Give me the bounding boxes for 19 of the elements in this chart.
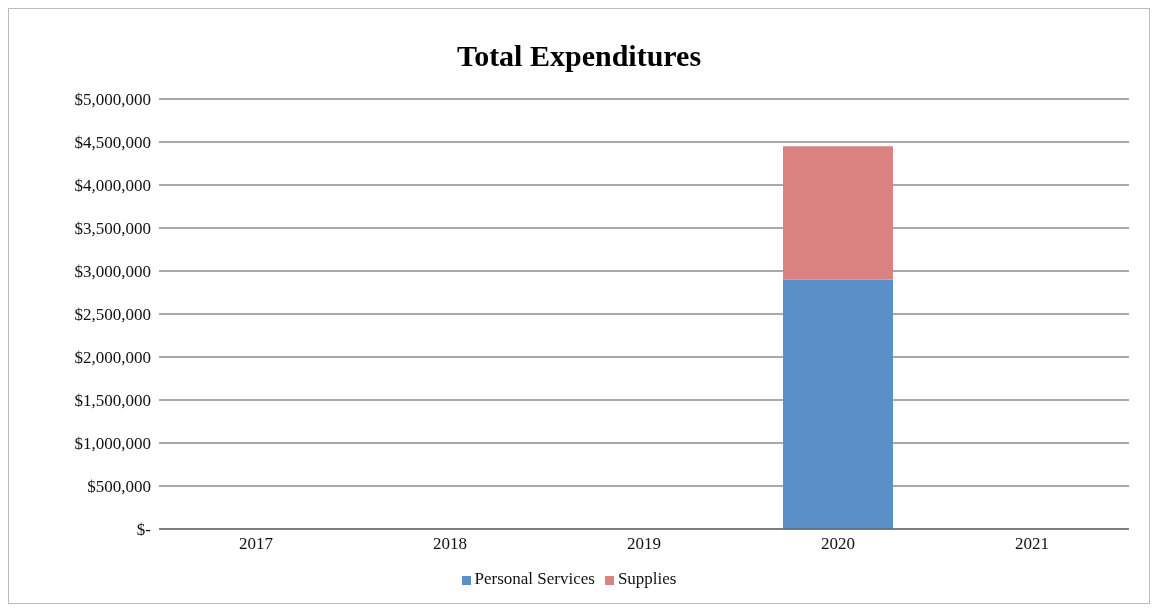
y-tick-label: $1,500,000	[74, 391, 151, 411]
y-tick-label: $500,000	[87, 477, 151, 497]
y-tick-label: $3,500,000	[74, 219, 151, 239]
y-tick-label: $4,000,000	[74, 176, 151, 196]
chart-title: Total Expenditures	[455, 39, 703, 74]
x-tick-label: 2017	[239, 534, 274, 554]
y-tick-label: $5,000,000	[74, 90, 151, 110]
y-tick-label: $2,000,000	[74, 348, 151, 368]
legend-label: Personal Services	[474, 569, 595, 588]
y-tick-label: $2,500,000	[74, 305, 151, 325]
legend-label: Supplies	[617, 569, 677, 588]
x-tick-label: 2018	[433, 534, 467, 554]
x-tick-label: 2020	[821, 534, 855, 554]
y-tick-label: $-	[136, 520, 152, 540]
x-tick-label: 2019	[627, 534, 661, 554]
y-tick-label: $1,000,000	[74, 434, 151, 454]
y-tick-label: $3,000,000	[74, 262, 151, 282]
x-tick-label: 2021	[1015, 534, 1049, 554]
y-tick-label: $4,500,000	[74, 133, 151, 153]
